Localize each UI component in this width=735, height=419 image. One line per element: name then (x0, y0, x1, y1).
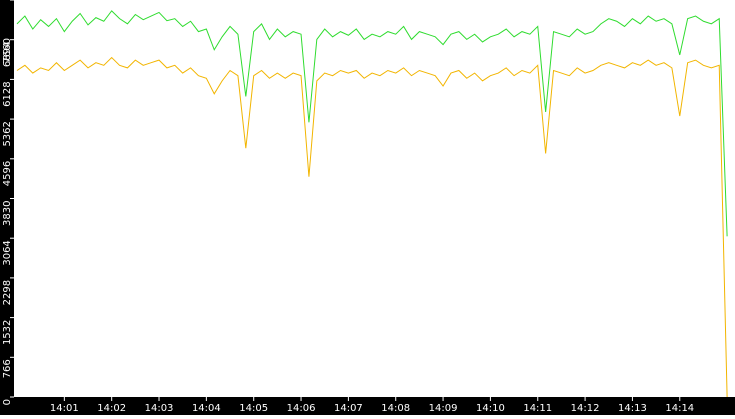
y-axis-band (0, 0, 14, 415)
y-tick-label: 2298 (2, 280, 13, 305)
y-tick-label: 5362 (2, 121, 13, 146)
x-tick-label: 14:04 (192, 403, 221, 414)
x-tick-label: 14:06 (287, 403, 316, 414)
y-tick-label: 3064 (2, 240, 13, 265)
x-tick-label: 14:14 (665, 403, 694, 414)
x-tick-label: 14:08 (381, 403, 410, 414)
x-tick-label: 14:02 (97, 403, 126, 414)
x-tick-label: 14:09 (429, 403, 458, 414)
x-tick-label: 14:05 (239, 403, 268, 414)
y-tick-label: 4596 (2, 161, 13, 186)
y-tick-label: 0 (2, 399, 13, 405)
y-tick-label: 3830 (2, 201, 13, 226)
x-tick-label: 14:13 (618, 403, 647, 414)
x-tick-label: 14:10 (476, 403, 505, 414)
x-tick-label: 14:12 (571, 403, 600, 414)
x-tick-label: 14:01 (50, 403, 79, 414)
series-line (16, 10, 728, 237)
y-tick-label: 766 (2, 359, 13, 378)
x-tick-label: 14:07 (334, 403, 363, 414)
x-tick-label: 14:03 (145, 403, 174, 414)
y-tick-label: 7660 (2, 38, 13, 63)
y-tick-label: 6128 (2, 81, 13, 106)
series-line (16, 56, 728, 398)
y-tick-label: 1532 (2, 320, 13, 345)
y-tick-label: 6894 (2, 42, 13, 67)
x-tick-label: 14:11 (523, 403, 552, 414)
x-axis-band (0, 397, 735, 415)
